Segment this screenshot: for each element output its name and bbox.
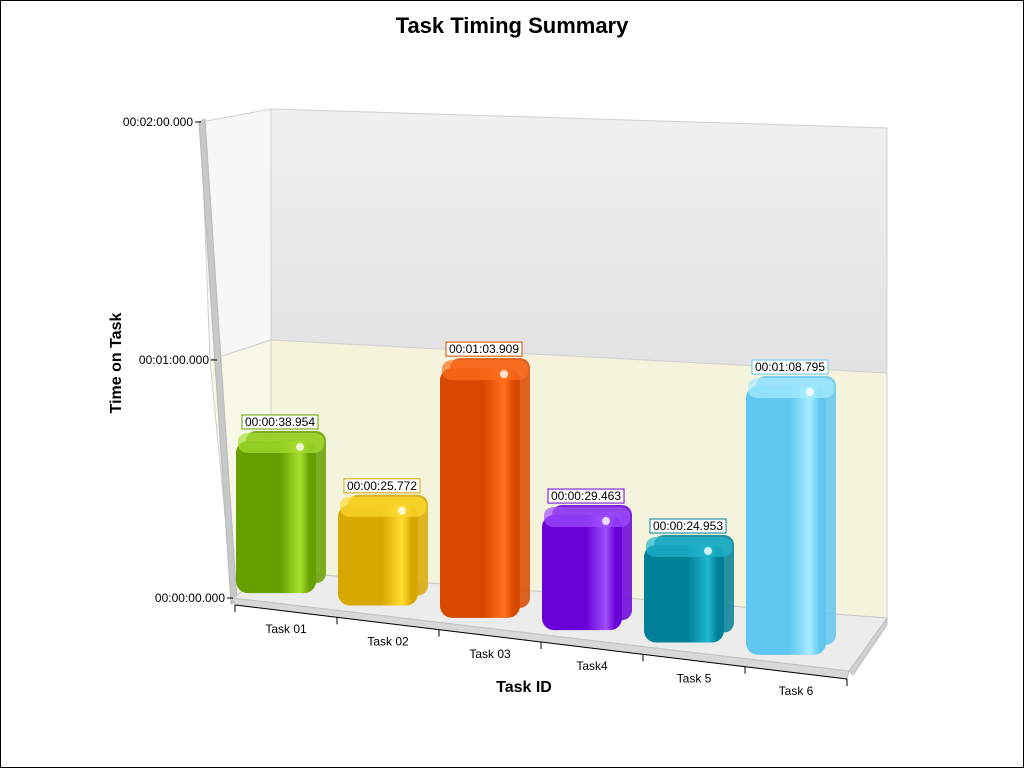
bar-3-cap xyxy=(544,507,630,528)
bar-4 xyxy=(644,535,734,643)
bar-1 xyxy=(338,494,428,606)
y-tick-label-0: 00:00:00.000 xyxy=(155,591,225,605)
x-tick-label-2: Task 03 xyxy=(469,647,511,661)
x-tick-label-0: Task 01 xyxy=(265,622,307,636)
data-label-box-4 xyxy=(649,518,727,534)
data-label-3: 00:00:29.463 xyxy=(551,489,621,503)
back-wall-upper xyxy=(270,108,888,374)
x-tick-label-1: Task 02 xyxy=(367,635,409,649)
bar-4-cap xyxy=(646,537,732,558)
bar-4-shine xyxy=(704,547,712,556)
data-label-box-2 xyxy=(445,341,523,357)
bar-2-cap xyxy=(442,360,528,381)
bar-1-shine xyxy=(398,506,406,515)
bar-2 xyxy=(440,358,530,618)
data-label-box-5 xyxy=(751,359,829,375)
data-label-4: 00:00:24.953 xyxy=(653,519,723,533)
data-label-1: 00:00:25.772 xyxy=(347,479,417,493)
bar-3-shine xyxy=(602,517,610,526)
data-label-2: 00:01:03.909 xyxy=(449,342,519,356)
y-tick-label-2: 00:02:00.000 xyxy=(123,115,193,129)
data-label-0: 00:00:38.954 xyxy=(245,415,315,429)
bar-0-cap xyxy=(238,432,324,453)
bar-0 xyxy=(236,430,326,594)
bar-1-front xyxy=(338,504,418,606)
x-tick-label-3: Task4 xyxy=(576,659,608,673)
bar-5 xyxy=(746,376,836,655)
bar-2-front xyxy=(440,368,520,618)
x-tick-label-5: Task 6 xyxy=(779,684,814,698)
x-axis-title: Task ID xyxy=(496,679,552,696)
data-label-box-0 xyxy=(241,414,319,430)
data-label-box-3 xyxy=(547,488,625,504)
data-labels: 00:00:38.954 00:00:25.772 00:01:03.909 00:0… xyxy=(241,341,829,534)
y-axis: 00:00:00.000 00:01:00.000 00:02:00.000 xyxy=(123,115,233,605)
bar-3-front xyxy=(542,515,622,631)
bar-5-cap xyxy=(748,378,834,399)
bar-0-shine xyxy=(296,442,304,451)
floor-side xyxy=(848,616,888,676)
data-label-5: 00:01:08.795 xyxy=(755,360,825,374)
y-axis-title: Time on Task xyxy=(108,313,125,414)
bar-3 xyxy=(542,505,632,631)
bar-5-front xyxy=(746,386,826,655)
bars-group xyxy=(236,358,836,655)
bar-4-front xyxy=(644,545,724,643)
data-label-box-1 xyxy=(343,478,421,494)
bar-1-cap xyxy=(340,496,426,517)
bar-2-shine xyxy=(500,370,508,379)
x-axis: Task 01 Task 02 Task 03 Task4 Task 5 Task 6 xyxy=(234,604,848,698)
chart-title: Task Timing Summary xyxy=(395,13,629,38)
bar-5-shine xyxy=(806,388,814,397)
y-tick-label-1: 00:01:00.000 xyxy=(139,353,209,367)
x-tick-label-4: Task 5 xyxy=(677,672,712,686)
bar-0-front xyxy=(236,440,316,594)
